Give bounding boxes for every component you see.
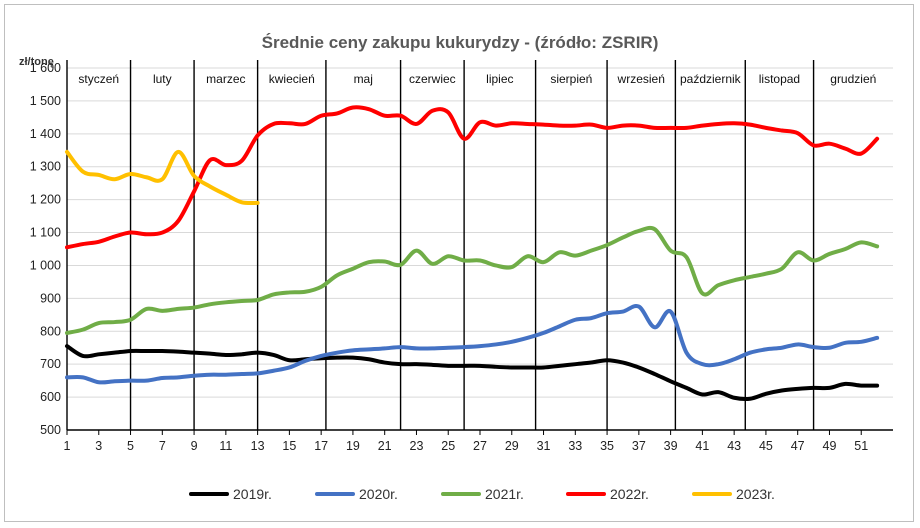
y-tick-label: 1 400: [30, 127, 61, 141]
x-tick-label: 47: [791, 439, 805, 453]
series-line-2019r: [65, 344, 880, 402]
series-line-2020r: [65, 304, 880, 385]
legend: 2019r. 2020r. 2021r. 2022r. 2023r.: [189, 486, 775, 502]
y-tick-label: 600: [40, 390, 61, 404]
y-tick-label: 500: [40, 423, 61, 437]
y-tick-label: 1 200: [30, 193, 61, 207]
x-tick-label: 11: [219, 439, 232, 453]
series-line-2023r: [65, 149, 260, 206]
x-tick-label: 13: [251, 439, 265, 453]
y-tick-label: 700: [40, 357, 61, 371]
month-label: lipiec: [486, 72, 513, 86]
chart-frame: Średnie ceny zakupu kukurydzy - (źródło:…: [4, 4, 914, 522]
month-label: listopad: [759, 72, 800, 86]
series-layer: [65, 105, 880, 402]
x-tick-label: 45: [759, 439, 773, 453]
series-line-2022r: [65, 105, 880, 250]
month-label: luty: [153, 72, 172, 86]
series-line-2021r: [65, 225, 880, 335]
y-axis-unit: zł/tonę: [19, 56, 54, 68]
x-tick-label: 5: [127, 439, 134, 453]
x-tick-label: 29: [505, 439, 519, 453]
month-label: sierpień: [550, 72, 592, 86]
x-tick-label: 3: [95, 439, 102, 453]
x-tick-label: 39: [664, 439, 678, 453]
x-tick-label: 7: [159, 439, 166, 453]
month-label: październik: [680, 72, 742, 86]
month-dividers: styczeń luty marzec kwiecień maj czerwiec lipi…: [78, 60, 876, 430]
month-label: marzec: [206, 72, 245, 86]
x-tick-label: 51: [854, 439, 868, 453]
chart-svg: Średnie ceny zakupu kukurydzy - (źródło:…: [19, 33, 893, 502]
month-label: grudzień: [830, 72, 876, 86]
y-tick-label: 1 100: [30, 226, 61, 240]
month-label: maj: [354, 72, 373, 86]
x-tick-label: 37: [632, 439, 646, 453]
x-tick-label: 27: [473, 439, 487, 453]
x-tick-label: 19: [346, 439, 360, 453]
x-tick-label: 21: [378, 439, 392, 453]
x-tick-label: 43: [727, 439, 741, 453]
y-tick-label: 1 500: [30, 94, 61, 108]
x-tick-label: 31: [537, 439, 551, 453]
y-tick-label: 1 600: [30, 61, 61, 75]
x-tick-label: 35: [600, 439, 614, 453]
axis-layer: 500 600 700 800 900 1 000 1 100 1 200 1 300 1 400…: [30, 60, 893, 453]
x-tick-label: 33: [568, 439, 582, 453]
x-tick-label: 41: [695, 439, 709, 453]
x-tick-label: 25: [441, 439, 455, 453]
legend-label-2021r: 2021r.: [485, 486, 524, 502]
month-label: wrzesień: [617, 72, 665, 86]
y-tick-label: 800: [40, 324, 61, 338]
month-label: kwiecień: [269, 72, 315, 86]
x-tick-label: 1: [64, 439, 71, 453]
month-label: czerwiec: [409, 72, 456, 86]
x-tick-label: 23: [410, 439, 424, 453]
chart-title: Średnie ceny zakupu kukurydzy - (źródło:…: [262, 33, 659, 52]
y-tick-label: 900: [40, 291, 61, 305]
x-tick-label: 49: [823, 439, 837, 453]
x-tick-label: 9: [191, 439, 198, 453]
legend-label-2019r: 2019r.: [233, 486, 272, 502]
x-tick-label: 15: [282, 439, 296, 453]
month-label: styczeń: [78, 72, 119, 86]
legend-label-2023r: 2023r.: [736, 486, 775, 502]
y-tick-label: 1 300: [30, 160, 61, 174]
legend-label-2022r: 2022r.: [610, 486, 649, 502]
legend-label-2020r: 2020r.: [359, 486, 398, 502]
y-tick-label: 1 000: [30, 258, 61, 272]
x-tick-label: 17: [314, 439, 328, 453]
